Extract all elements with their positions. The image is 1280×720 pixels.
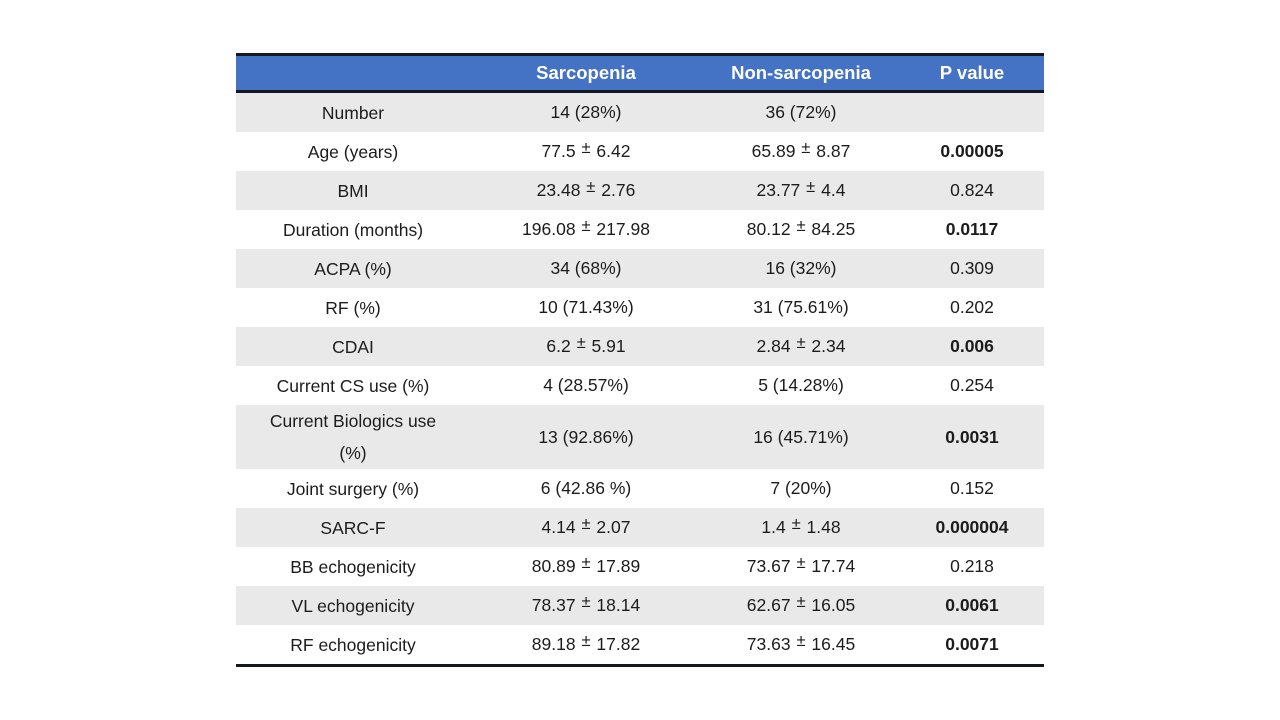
non-sarcopenia-value: 73.63 ± 16.45 xyxy=(702,625,900,667)
table-row: Duration (months) 196.08 ± 217.98 80.12 ± … xyxy=(236,210,1044,249)
non-sarcopenia-value: 1.4 ± 1.48 xyxy=(702,508,900,547)
sarcopenia-value: 4 (28.57%) xyxy=(470,366,702,405)
plus-minus-sign: ± xyxy=(576,333,586,353)
plus-minus-sign: ± xyxy=(796,592,806,612)
table-row: Age (years) 77.5 ± 6.42 65.89 ± 8.87 0.0000… xyxy=(236,132,1044,171)
plus-minus-sign: ± xyxy=(581,631,591,651)
row-label: BMI xyxy=(236,171,470,210)
sarcopenia-value: 34 (68%) xyxy=(470,249,702,288)
plus-minus-sign: ± xyxy=(581,514,591,534)
sarcopenia-value: 23.48 ± 2.76 xyxy=(470,171,702,210)
sarcopenia-value: 78.37 ± 18.14 xyxy=(470,586,702,625)
non-sarcopenia-value: 65.89 ± 8.87 xyxy=(702,132,900,171)
row-label: Duration (months) xyxy=(236,210,470,249)
sarcopenia-value: 6 (42.86 %) xyxy=(470,469,702,508)
row-label: BB echogenicity xyxy=(236,547,470,586)
sarcopenia-value: 77.5 ± 6.42 xyxy=(470,132,702,171)
table-row: Joint surgery (%) 6 (42.86 %) 7 (20%) 0.152 xyxy=(236,469,1044,508)
header-p-value: P value xyxy=(900,53,1044,93)
non-sarcopenia-value: 31 (75.61%) xyxy=(702,288,900,327)
table-header-row: Sarcopenia Non-sarcopenia P value xyxy=(236,53,1044,93)
non-sarcopenia-value: 7 (20%) xyxy=(702,469,900,508)
p-value: 0.006 xyxy=(900,327,1044,366)
p-value: 0.218 xyxy=(900,547,1044,586)
comparison-table: Sarcopenia Non-sarcopenia P value Number… xyxy=(236,53,1044,667)
non-sarcopenia-value: 80.12 ± 84.25 xyxy=(702,210,900,249)
sarcopenia-value: 4.14 ± 2.07 xyxy=(470,508,702,547)
row-label: SARC-F xyxy=(236,508,470,547)
plus-minus-sign: ± xyxy=(581,216,591,236)
table-row: Number 14 (28%) 36 (72%) xyxy=(236,91,1044,132)
table-row: Current Biologics use (%) 13 (92.86%) 16 (… xyxy=(236,405,1044,469)
non-sarcopenia-value: 2.84 ± 2.34 xyxy=(702,327,900,366)
table-row: CDAI 6.2 ± 5.91 2.84 ± 2.34 0.006 xyxy=(236,327,1044,366)
p-value: 0.0031 xyxy=(900,405,1044,469)
table-row: RF (%) 10 (71.43%) 31 (75.61%) 0.202 xyxy=(236,288,1044,327)
sarcopenia-value: 6.2 ± 5.91 xyxy=(470,327,702,366)
sarcopenia-value: 196.08 ± 217.98 xyxy=(470,210,702,249)
p-value: 0.0061 xyxy=(900,586,1044,625)
header-empty-cell xyxy=(236,53,470,93)
row-label: Age (years) xyxy=(236,132,470,171)
non-sarcopenia-value: 36 (72%) xyxy=(702,91,900,132)
p-value: 0.00005 xyxy=(900,132,1044,171)
plus-minus-sign: ± xyxy=(796,216,806,236)
plus-minus-sign: ± xyxy=(796,333,806,353)
row-label: Joint surgery (%) xyxy=(236,469,470,508)
table-row: RF echogenicity 89.18 ± 17.82 73.63 ± 16.4… xyxy=(236,625,1044,667)
table-row: Current CS use (%) 4 (28.57%) 5 (14.28%) 0.… xyxy=(236,366,1044,405)
plus-minus-sign: ± xyxy=(581,592,591,612)
p-value: 0.000004 xyxy=(900,508,1044,547)
row-label: RF (%) xyxy=(236,288,470,327)
p-value: 0.152 xyxy=(900,469,1044,508)
plus-minus-sign: ± xyxy=(801,138,811,158)
p-value xyxy=(900,91,1044,132)
table-row: BB echogenicity 80.89 ± 17.89 73.67 ± 17.7… xyxy=(236,547,1044,586)
p-value: 0.254 xyxy=(900,366,1044,405)
p-value: 0.0071 xyxy=(900,625,1044,667)
non-sarcopenia-value: 62.67 ± 16.05 xyxy=(702,586,900,625)
row-label: CDAI xyxy=(236,327,470,366)
sarcopenia-value: 80.89 ± 17.89 xyxy=(470,547,702,586)
plus-minus-sign: ± xyxy=(586,177,596,197)
p-value: 0.202 xyxy=(900,288,1044,327)
non-sarcopenia-value: 5 (14.28%) xyxy=(702,366,900,405)
row-label: Current Biologics use (%) xyxy=(236,405,470,469)
row-label: RF echogenicity xyxy=(236,625,470,667)
sarcopenia-value: 14 (28%) xyxy=(470,91,702,132)
table-body: Number 14 (28%) 36 (72%) Age (years) 77.5 ± … xyxy=(236,91,1044,667)
row-label: Number xyxy=(236,91,470,132)
p-value: 0.0117 xyxy=(900,210,1044,249)
row-label: ACPA (%) xyxy=(236,249,470,288)
non-sarcopenia-value: 73.67 ± 17.74 xyxy=(702,547,900,586)
row-label: VL echogenicity xyxy=(236,586,470,625)
plus-minus-sign: ± xyxy=(791,514,801,534)
plus-minus-sign: ± xyxy=(796,553,806,573)
row-label: Current CS use (%) xyxy=(236,366,470,405)
plus-minus-sign: ± xyxy=(796,631,806,651)
non-sarcopenia-value: 16 (45.71%) xyxy=(702,405,900,469)
plus-minus-sign: ± xyxy=(581,138,591,158)
non-sarcopenia-value: 23.77 ± 4.4 xyxy=(702,171,900,210)
non-sarcopenia-value: 16 (32%) xyxy=(702,249,900,288)
table-row: ACPA (%) 34 (68%) 16 (32%) 0.309 xyxy=(236,249,1044,288)
table-row: VL echogenicity 78.37 ± 18.14 62.67 ± 16.0… xyxy=(236,586,1044,625)
table-row: BMI 23.48 ± 2.76 23.77 ± 4.4 0.824 xyxy=(236,171,1044,210)
p-value: 0.824 xyxy=(900,171,1044,210)
sarcopenia-value: 10 (71.43%) xyxy=(470,288,702,327)
sarcopenia-value: 89.18 ± 17.82 xyxy=(470,625,702,667)
plus-minus-sign: ± xyxy=(581,553,591,573)
header-non-sarcopenia: Non-sarcopenia xyxy=(702,53,900,93)
plus-minus-sign: ± xyxy=(806,177,816,197)
sarcopenia-value: 13 (92.86%) xyxy=(470,405,702,469)
table-row: SARC-F 4.14 ± 2.07 1.4 ± 1.48 0.000004 xyxy=(236,508,1044,547)
header-sarcopenia: Sarcopenia xyxy=(470,53,702,93)
p-value: 0.309 xyxy=(900,249,1044,288)
